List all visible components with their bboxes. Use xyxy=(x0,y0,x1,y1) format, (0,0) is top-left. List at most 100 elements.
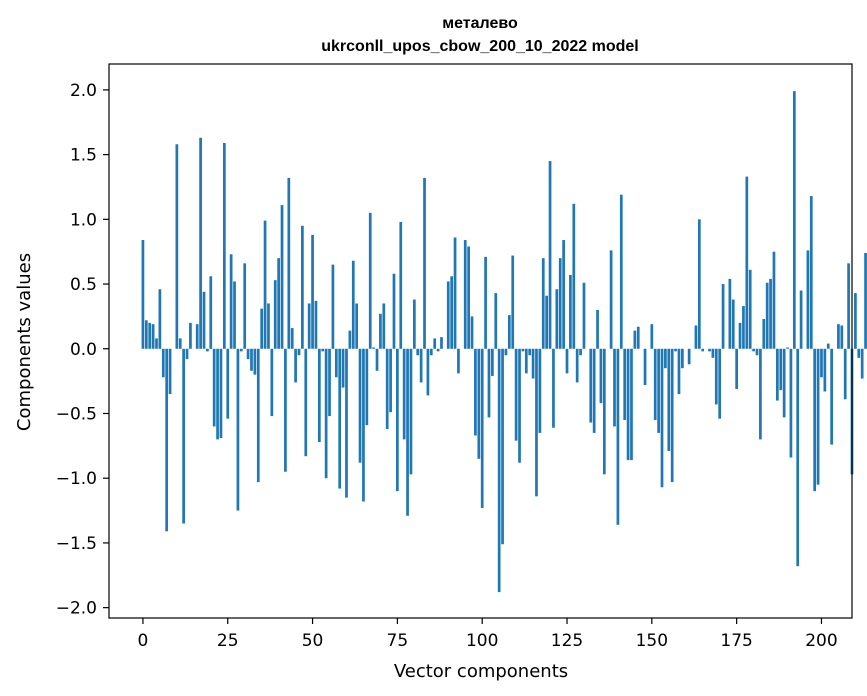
bar-187 xyxy=(776,348,779,401)
bar-125 xyxy=(565,348,569,374)
bar-199 xyxy=(816,348,820,485)
bars-group xyxy=(141,91,867,593)
bar-14 xyxy=(189,322,192,349)
bar-200 xyxy=(820,348,823,378)
bar-161 xyxy=(687,348,691,365)
bar-38 xyxy=(270,348,274,417)
bar-169 xyxy=(714,348,718,405)
bar-104 xyxy=(494,293,498,349)
y-axis: −2.0 −1.5 −1.0 −0.5 0.0 0.5 1.0 1.5 2.0 xyxy=(56,81,109,619)
bar-130 xyxy=(582,282,586,349)
bar-154 xyxy=(664,348,667,369)
bar-179 xyxy=(748,269,752,349)
bar-139 xyxy=(613,348,616,427)
bar-72 xyxy=(385,348,389,430)
bar-175 xyxy=(735,348,738,389)
x-tick-label: 100 xyxy=(466,631,498,651)
bar-31 xyxy=(246,348,250,360)
bar-43 xyxy=(287,177,291,349)
bar-58 xyxy=(338,348,342,489)
chart-subtitle: ukrconll_upos_cbow_200_10_2022 model xyxy=(321,38,638,55)
bar-63 xyxy=(355,303,359,349)
bar-78 xyxy=(406,348,409,516)
bar-119 xyxy=(545,295,549,349)
bar-53 xyxy=(321,348,325,352)
bar-180 xyxy=(752,348,755,352)
bar-121 xyxy=(552,348,555,428)
bar-126 xyxy=(569,274,572,349)
bar-81 xyxy=(416,348,420,356)
bar-101 xyxy=(484,256,487,349)
bar-48 xyxy=(304,348,308,457)
bar-106 xyxy=(501,348,504,545)
bar-114 xyxy=(528,348,532,356)
bar-102 xyxy=(487,348,491,418)
bar-52 xyxy=(317,348,321,442)
bar-158 xyxy=(677,348,681,395)
bar-16 xyxy=(195,324,199,349)
bar-10 xyxy=(175,144,179,349)
bar-86 xyxy=(433,338,437,349)
bar-20 xyxy=(209,276,213,349)
bar-37 xyxy=(267,303,270,349)
bar-198 xyxy=(813,348,817,492)
bar-203 xyxy=(830,348,833,445)
bar-98 xyxy=(474,348,477,436)
bar-77 xyxy=(402,348,406,440)
bar-2 xyxy=(148,322,152,349)
bar-205 xyxy=(837,324,840,349)
bar-142 xyxy=(623,348,627,420)
bar-49 xyxy=(307,303,311,349)
plot-frame xyxy=(108,63,853,619)
bar-75 xyxy=(396,348,399,492)
bar-112 xyxy=(521,348,525,352)
bar-146 xyxy=(636,326,640,349)
bar-202 xyxy=(826,343,830,349)
bar-44 xyxy=(290,328,294,349)
bar-29 xyxy=(239,348,243,352)
bar-24 xyxy=(222,142,226,349)
bar-159 xyxy=(681,348,684,369)
bar-183 xyxy=(762,319,766,349)
x-tick-label: 25 xyxy=(217,631,239,651)
bar-3 xyxy=(151,324,155,349)
bar-41 xyxy=(280,205,284,349)
bar-33 xyxy=(253,348,257,375)
bar-7 xyxy=(165,348,169,532)
bar-163 xyxy=(694,325,698,349)
bar-17 xyxy=(199,137,202,349)
chart-title: металево xyxy=(442,15,518,32)
bar-151 xyxy=(653,348,657,420)
bar-152 xyxy=(657,348,660,433)
bar-118 xyxy=(541,258,545,349)
bar-13 xyxy=(185,348,189,360)
bar-148 xyxy=(643,348,647,386)
bar-61 xyxy=(348,330,352,349)
y-tick-label: 1.0 xyxy=(70,210,97,230)
bar-136 xyxy=(602,348,606,475)
bar-191 xyxy=(789,348,793,458)
bar-186 xyxy=(772,251,776,349)
bar-156 xyxy=(670,348,674,483)
bar-76 xyxy=(399,221,403,349)
bar-68 xyxy=(372,347,375,349)
bar-74 xyxy=(392,273,396,349)
y-tick-label: 2.0 xyxy=(70,81,97,101)
bar-153 xyxy=(660,348,664,488)
bar-47 xyxy=(301,225,304,349)
bar-115 xyxy=(531,348,535,379)
bar-210 xyxy=(854,293,857,349)
bar-45 xyxy=(294,348,297,383)
bar-73 xyxy=(389,348,392,413)
bar-185 xyxy=(769,278,772,349)
bar-144 xyxy=(630,348,633,461)
bar-140 xyxy=(616,348,620,525)
bar-145 xyxy=(633,330,637,349)
bar-108 xyxy=(507,315,511,349)
bar-96 xyxy=(467,246,470,349)
bar-213 xyxy=(864,252,867,349)
bar-27 xyxy=(233,281,236,349)
bar-34 xyxy=(256,348,260,483)
bar-35 xyxy=(260,308,264,349)
